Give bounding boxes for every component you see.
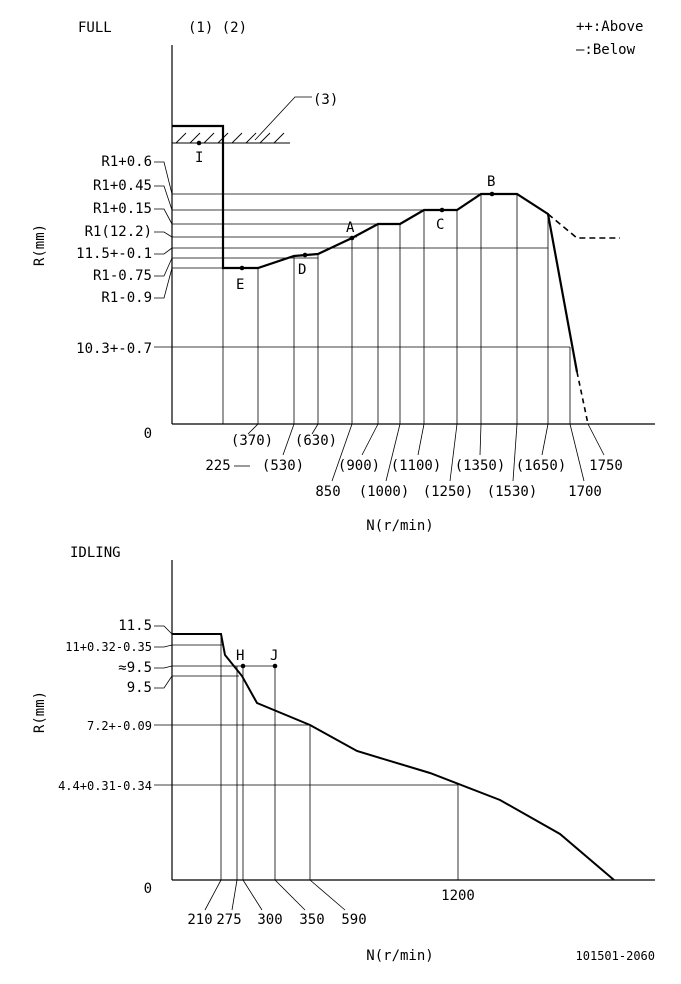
full-x-label-630: (630) <box>295 433 337 449</box>
full-y-label-7: R1-0.9 <box>101 290 152 306</box>
full-point-d <box>302 252 308 258</box>
full-y-label-5: 11.5+-0.1 <box>76 246 152 262</box>
full-point-label-a: A <box>346 220 355 236</box>
full-x-label-1530: (1530) <box>487 484 538 500</box>
full-x-label-900: (900) <box>338 458 380 474</box>
idling-y-label-6: 4.4+0.31-0.34 <box>58 779 152 793</box>
full-curve-lower-dashed <box>576 371 589 425</box>
full-stop-hatch <box>175 132 285 144</box>
full-x-label-850: 850 <box>315 484 340 500</box>
full-point-b <box>489 191 495 197</box>
idling-x-label-210: 210 <box>187 912 212 928</box>
idling-x-leaders <box>204 879 346 911</box>
full-point-label-c: C <box>436 217 444 233</box>
full-y-label-6: R1-0.75 <box>93 268 152 284</box>
full-x-label-1750: 1750 <box>589 458 623 474</box>
full-point-i <box>196 140 202 146</box>
note3-label: (3) <box>313 92 338 108</box>
full-y-label-3: R1+0.15 <box>93 201 152 217</box>
idling-y-title: R(mm) <box>32 691 48 733</box>
full-x-leaders <box>234 423 605 482</box>
full-origin-label: 0 <box>144 426 152 442</box>
idling-point-label-h: H <box>236 648 244 664</box>
idling-x-label-300: 300 <box>257 912 282 928</box>
notes-label: (1) (2) <box>188 20 247 36</box>
full-x-label-1350: (1350) <box>455 458 506 474</box>
full-y-label-4: R1(12.2) <box>85 224 152 240</box>
legend-above: ++:Above <box>576 19 643 35</box>
full-point-c <box>439 207 445 213</box>
idling-y-label-5: 7.2+-0.09 <box>87 719 152 733</box>
full-chart: I E D A C B R1+0.6 R1+0.45 R1+0.15 R1(12… <box>32 45 655 534</box>
full-y-label-8: 10.3+-0.7 <box>76 341 152 357</box>
idling-y-label-3: ≈9.5 <box>118 660 152 676</box>
full-x-label-1000: (1000) <box>359 484 410 500</box>
idling-x-label-350: 350 <box>299 912 324 928</box>
idling-x-label-590: 590 <box>341 912 366 928</box>
idling-chart: H J 11.5 11+0.32-0.35 ≈9.5 9.5 7.2+-0.09… <box>32 560 655 964</box>
full-x-label-1250: (1250) <box>423 484 474 500</box>
full-curve <box>172 124 579 373</box>
idling-y-leaders <box>154 625 173 786</box>
idling-origin-label: 0 <box>144 881 152 897</box>
idling-x-label-1200: 1200 <box>441 888 475 904</box>
full-x-label-370: (370) <box>231 433 273 449</box>
idling-x-label-275: 275 <box>216 912 241 928</box>
full-y-label-1: R1+0.6 <box>101 154 152 170</box>
doc-number: 101501-2060 <box>576 949 655 963</box>
idling-point-h <box>240 663 246 669</box>
idling-x-title: N(r/min) <box>366 948 433 964</box>
full-point-label-d: D <box>298 262 306 278</box>
full-x-title: N(r/min) <box>366 518 433 534</box>
full-point-label-e: E <box>236 277 244 293</box>
full-point-e <box>239 265 245 271</box>
idling-y-label-4: 9.5 <box>127 680 152 696</box>
full-point-label-b: B <box>487 174 495 190</box>
idling-y-label-2: 11+0.32-0.35 <box>65 640 152 654</box>
full-curve-upper-dashed <box>547 213 620 239</box>
note3-leader <box>254 96 312 141</box>
full-x-label-225: 225 <box>205 458 230 474</box>
full-point-label-i: I <box>195 150 203 166</box>
full-y-leaders <box>154 161 173 348</box>
idling-point-j <box>272 663 278 669</box>
full-x-label-1650: (1650) <box>516 458 567 474</box>
full-title: FULL <box>78 20 112 36</box>
idling-point-label-j: J <box>270 648 278 664</box>
full-point-a <box>349 235 355 241</box>
legend-below: —:Below <box>576 42 636 58</box>
full-x-label-530: (530) <box>262 458 304 474</box>
full-y-title: R(mm) <box>32 224 48 266</box>
full-x-label-1700: 1700 <box>568 484 602 500</box>
idling-y-label-1: 11.5 <box>118 618 152 634</box>
full-y-label-2: R1+0.45 <box>93 178 152 194</box>
full-x-label-1100: (1100) <box>391 458 442 474</box>
idling-title: IDLING <box>70 545 121 561</box>
idling-curve <box>172 633 615 881</box>
